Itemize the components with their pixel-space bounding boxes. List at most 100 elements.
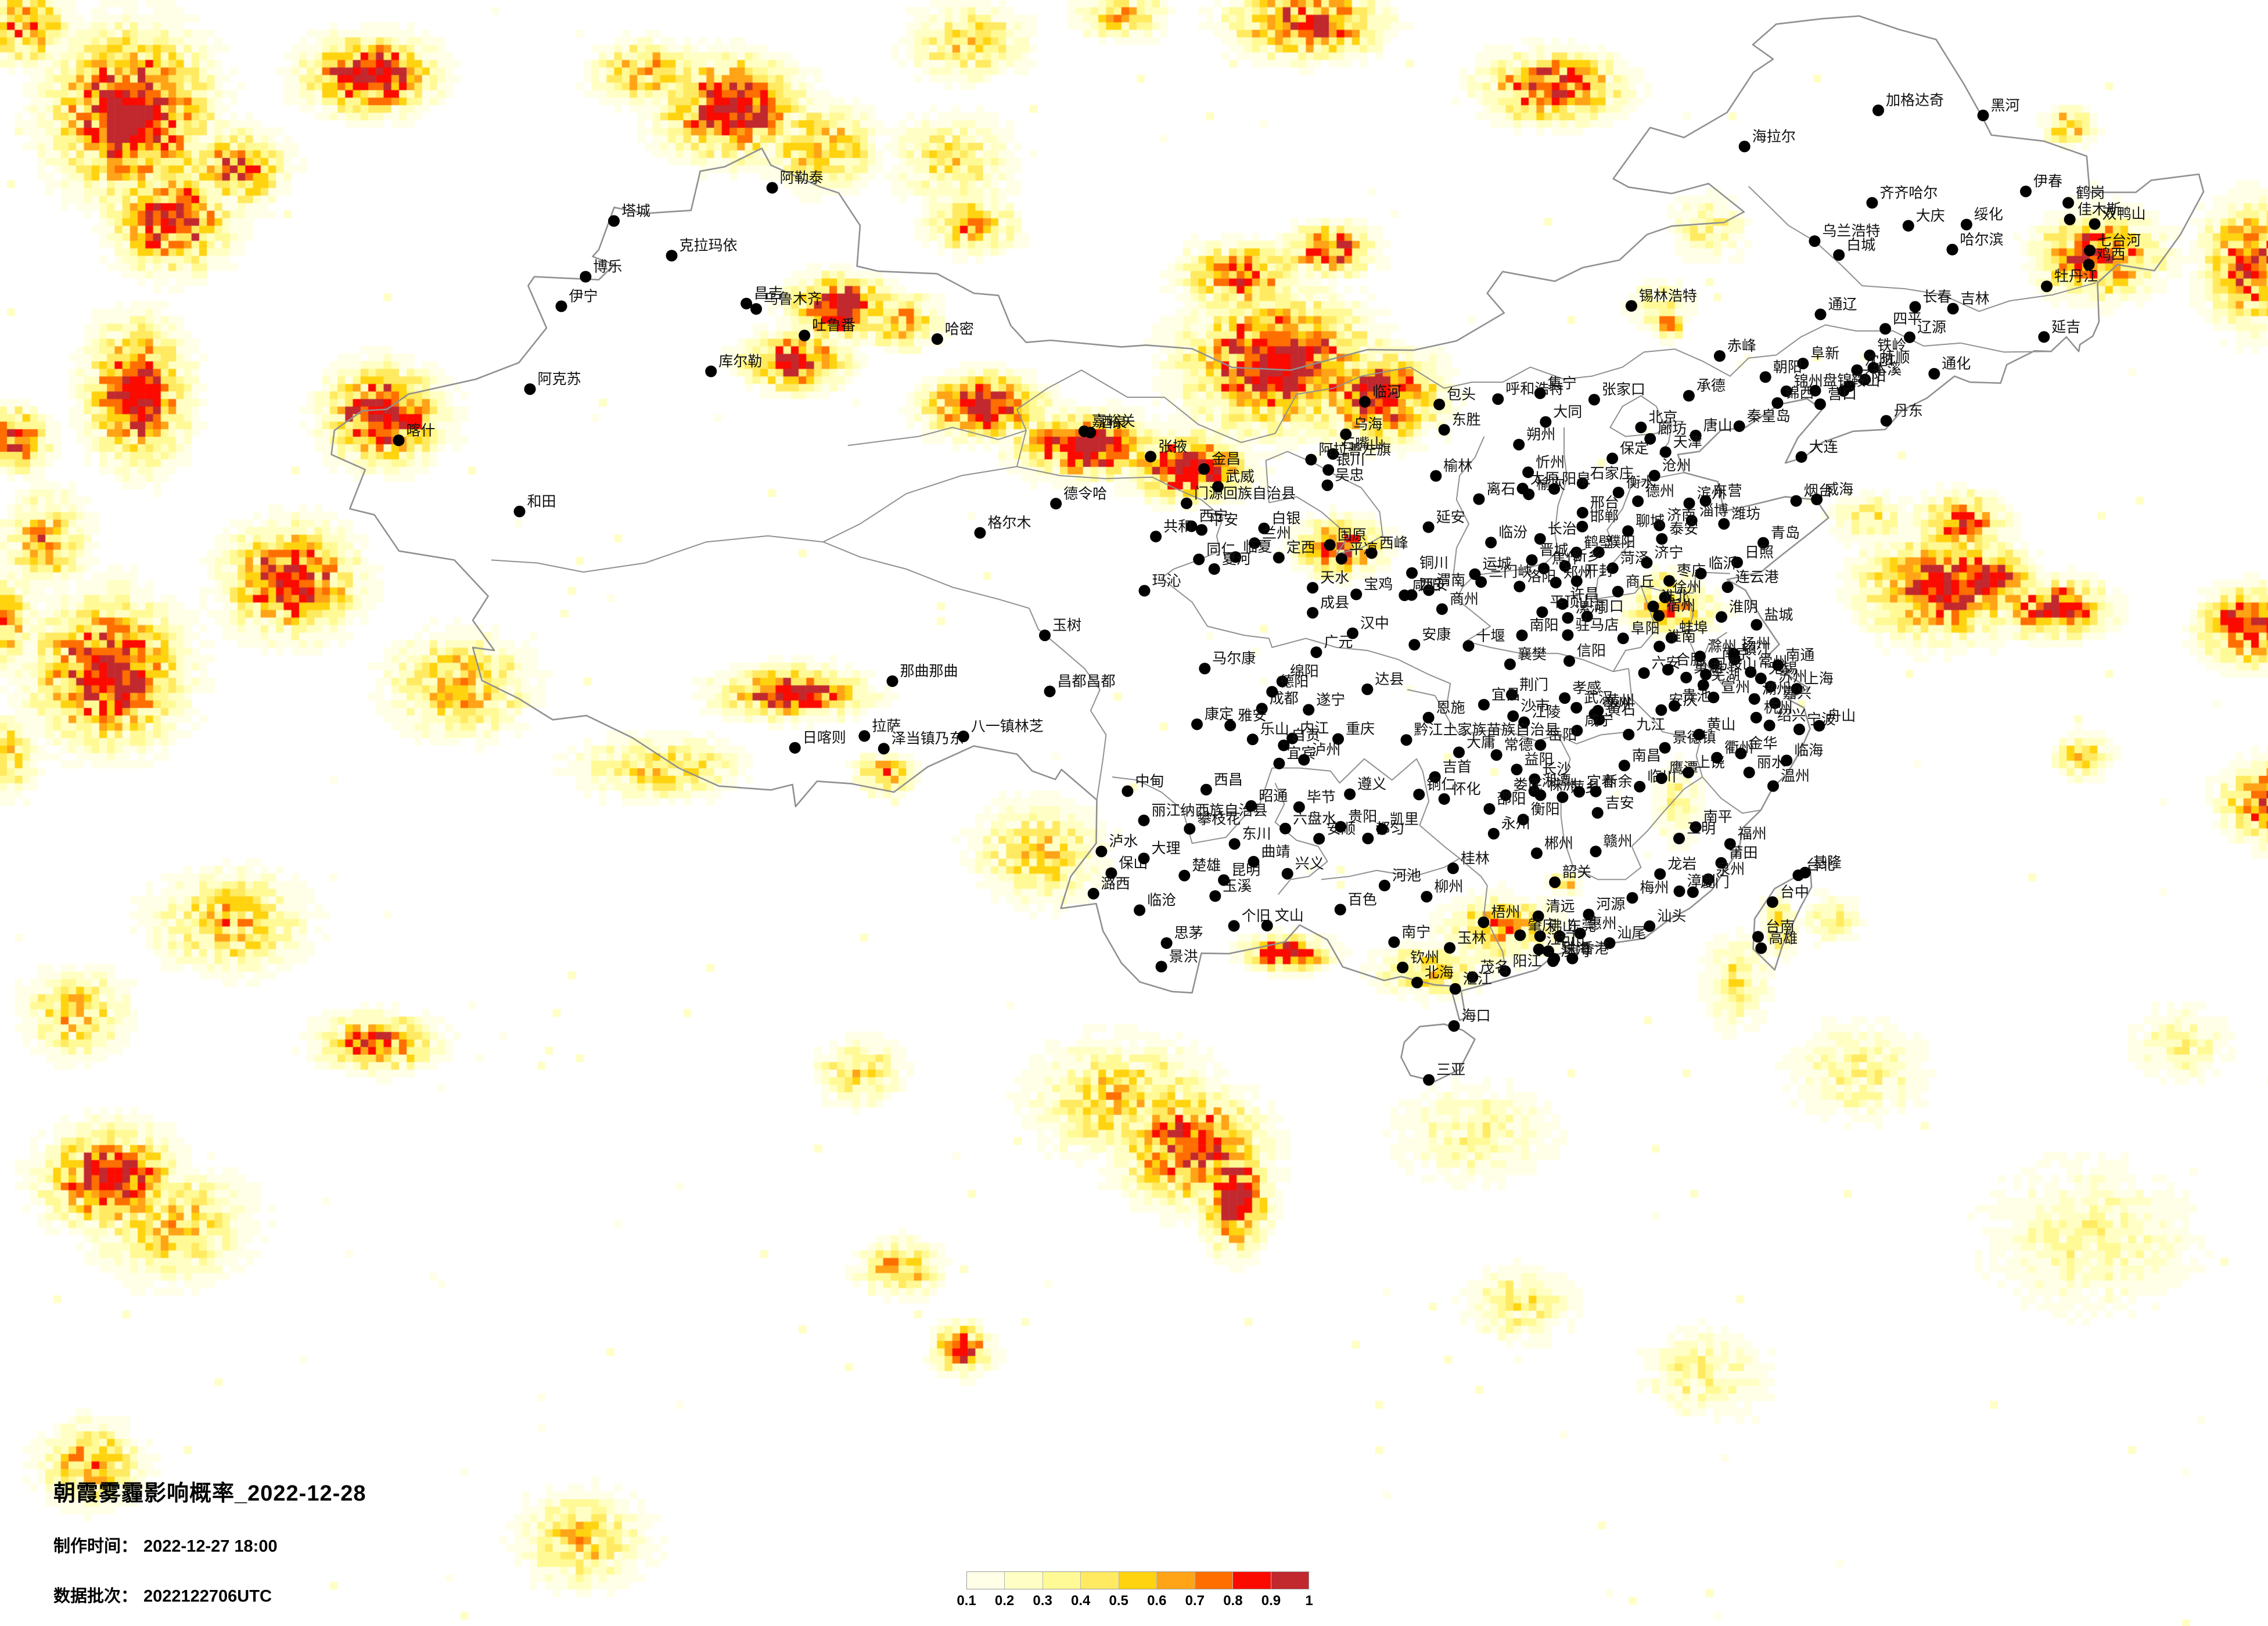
city-label: 吐鲁番: [812, 318, 856, 334]
city-marker: [1181, 497, 1192, 509]
city-label: 沙市: [1521, 698, 1550, 714]
city-label: 乌鲁木齐: [764, 291, 822, 307]
legend-swatch: [1271, 1572, 1309, 1589]
city-label: 四平: [1893, 311, 1922, 327]
city-label: 长治: [1548, 521, 1577, 537]
city-label: 思茅: [1174, 925, 1203, 941]
city-label: 濮阳: [1606, 534, 1636, 551]
city-label: 佳木斯: [2077, 202, 2121, 218]
legend-swatch: [1195, 1572, 1234, 1589]
city-marker: [1745, 666, 1757, 678]
city-marker: [2020, 185, 2032, 197]
city-marker: [1256, 703, 1268, 715]
city-marker: [1365, 547, 1378, 559]
city-label: 承德: [1696, 378, 1726, 394]
city-marker: [1514, 929, 1526, 941]
city-marker: [1134, 904, 1146, 916]
city-label: 乌海: [1353, 416, 1382, 433]
city-marker: [555, 300, 567, 312]
city-marker: [580, 271, 592, 283]
city-label: 常德: [1504, 737, 1533, 753]
city-label: 海口: [1462, 1008, 1491, 1024]
city-marker: [1050, 498, 1062, 510]
city-label: 伊宁: [569, 288, 598, 304]
city-label: 抚顺: [1881, 350, 1910, 366]
city-marker: [1160, 937, 1173, 949]
city-marker: [1307, 607, 1319, 619]
city-label: 阳泉: [1562, 471, 1591, 487]
city-label: 天津: [1673, 434, 1702, 451]
city-marker: [1209, 890, 1221, 902]
city-marker: [1644, 433, 1656, 445]
city-label: 昌吉: [754, 286, 783, 302]
city-label: 本溪: [1872, 362, 1902, 378]
city-label: 张掖: [1158, 438, 1187, 455]
city-marker: [1653, 610, 1665, 622]
city-marker: [1429, 771, 1441, 783]
city-label: 日喀则: [803, 730, 846, 746]
province-border-2: [1609, 395, 1684, 437]
province-border-28: [1265, 451, 1383, 555]
city-label: 西安: [1419, 577, 1448, 593]
city-label: 通化: [1942, 356, 1971, 372]
city-marker: [1504, 658, 1516, 670]
city-label: 宜春: [1587, 774, 1616, 790]
city-label: 玛沁: [1152, 573, 1181, 589]
province-border-8: [1686, 594, 1697, 657]
city-label: 加格达奇: [1886, 92, 1944, 109]
province-border-11: [1612, 585, 1657, 672]
city-label: 阜新: [1810, 346, 1839, 362]
city-marker: [1634, 780, 1646, 793]
city-marker: [1322, 464, 1335, 476]
city-label: 廊坊: [1658, 421, 1687, 437]
city-label: 鞍山: [1851, 373, 1880, 389]
city-label: 阳江: [1512, 953, 1541, 969]
city-marker: [1421, 891, 1433, 903]
city-marker: [1273, 757, 1285, 769]
city-marker: [513, 505, 526, 517]
city-label: 广元: [1324, 634, 1353, 650]
city-marker: [1880, 415, 1892, 427]
city-marker: [1538, 562, 1550, 574]
city-marker: [1332, 733, 1344, 745]
city-marker: [1273, 552, 1285, 564]
city-label: 泽当镇乃东: [892, 731, 964, 747]
city-label: 茂名: [1480, 959, 1509, 976]
city-marker: [1641, 557, 1653, 569]
city-marker: [1690, 821, 1702, 833]
city-label: 格尔木: [987, 515, 1031, 531]
city-label: 莆田: [1729, 845, 1758, 861]
city-label: 鸡西: [2097, 247, 2126, 263]
city-marker: [1648, 470, 1660, 481]
city-marker: [1733, 420, 1745, 432]
city-marker: [1550, 577, 1562, 589]
city-marker: [1534, 739, 1547, 751]
city-marker: [1716, 611, 1727, 623]
city-marker: [1562, 629, 1574, 641]
city-marker: [858, 730, 871, 742]
city-label: 湘潭: [1542, 773, 1571, 789]
city-marker: [1813, 720, 1825, 732]
city-label: 赤峰: [1727, 338, 1756, 354]
city-label: 临沂: [1709, 556, 1738, 572]
city-label: 岳阳: [1548, 727, 1577, 743]
city-marker: [1212, 481, 1224, 493]
city-label: 钦州: [1410, 949, 1439, 966]
city-label: 包头: [1447, 387, 1476, 403]
city-marker: [1566, 952, 1579, 965]
city-marker: [1487, 828, 1500, 840]
legend-tick: 0.5: [1109, 1593, 1128, 1609]
city-label: 营口: [1828, 386, 1857, 402]
city-label: 淮阴: [1729, 599, 1758, 615]
city-label: 汉中: [1360, 616, 1389, 632]
city-label: 芜湖: [1711, 667, 1740, 684]
city-marker: [1571, 725, 1583, 737]
province-border-21: [1274, 782, 1328, 895]
city-label: 康定: [1205, 706, 1234, 722]
city-marker: [1791, 683, 1803, 695]
city-marker: [1536, 606, 1548, 618]
legend-swatch: [1233, 1572, 1271, 1589]
city-label: 上海: [1805, 671, 1834, 687]
city-label: 梧州: [1491, 904, 1520, 920]
city-label: 通辽: [1828, 296, 1857, 312]
